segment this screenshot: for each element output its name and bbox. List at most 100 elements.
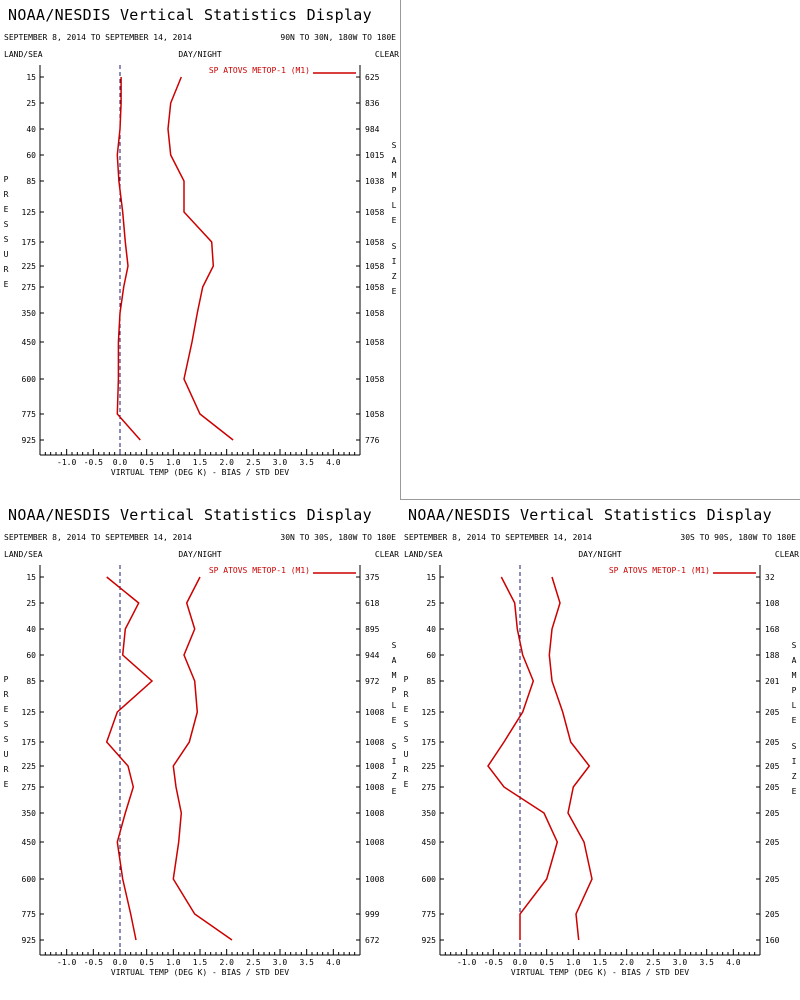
pressure-axis-letter: S [4, 235, 9, 244]
legend-label: SP ATOVS METOP-1 (M1) [609, 566, 710, 575]
x-tick-label: 0.5 [139, 958, 154, 967]
sample-size-label: 1058 [365, 410, 384, 419]
date-range: SEPTEMBER 8, 2014 TO SEPTEMBER 14, 2014 [4, 33, 192, 42]
sample-size-axis-letter: S [392, 141, 397, 150]
sample-size-axis-letter: E [392, 287, 397, 296]
sample-size-label: 1008 [365, 875, 384, 884]
clear-label: CLEAR [775, 550, 799, 559]
pressure-axis-letter: S [4, 720, 9, 729]
pressure-label: 25 [426, 599, 436, 608]
pressure-label: 40 [26, 625, 36, 634]
legend-label: SP ATOVS METOP-1 (M1) [209, 66, 310, 75]
sample-size-axis-letter: E [792, 787, 797, 796]
pressure-label: 225 [422, 762, 437, 771]
sample-size-axis-letter: I [392, 257, 397, 266]
x-tick-label: 3.5 [299, 958, 314, 967]
sample-size-axis-letter: I [792, 757, 797, 766]
pressure-label: 85 [26, 177, 36, 186]
x-tick-label: 3.5 [299, 458, 314, 467]
day-night-label: DAY/NIGHT [178, 550, 222, 559]
land-sea-label: LAND/SEA [4, 550, 43, 559]
legend-label: SP ATOVS METOP-1 (M1) [209, 566, 310, 575]
x-tick-label: 2.0 [219, 458, 234, 467]
sample-size-label: 205 [765, 783, 780, 792]
sample-size-axis-letter: M [792, 671, 797, 680]
sample-size-label: 205 [765, 809, 780, 818]
x-tick-label: 1.5 [193, 958, 208, 967]
sample-size-label: 108 [765, 599, 780, 608]
sample-size-label: 205 [765, 708, 780, 717]
sample-size-label: 972 [365, 677, 380, 686]
bias-series-line [105, 576, 154, 941]
sample-size-label: 1058 [365, 283, 384, 292]
sample-size-label: 1058 [365, 375, 384, 384]
sample-size-label: 1008 [365, 809, 384, 818]
pressure-label: 275 [422, 783, 437, 792]
sample-size-label: 375 [365, 573, 380, 582]
sample-size-axis-letter: Z [792, 772, 797, 781]
sample-size-axis-letter: P [792, 686, 797, 695]
pressure-label: 125 [422, 708, 437, 717]
pressure-axis-letter: U [4, 750, 9, 759]
x-axis-label: VIRTUAL TEMP (DEG K) - BIAS / STD DEV [511, 968, 689, 977]
land-sea-label: LAND/SEA [404, 550, 443, 559]
x-tick-label: -0.5 [484, 958, 503, 967]
sample-size-axis-letter: L [392, 701, 397, 710]
sample-size-axis-letter: P [392, 186, 397, 195]
x-tick-label: 4.0 [726, 958, 741, 967]
chart-panel-north: NOAA/NESDIS Vertical Statistics Display S… [0, 0, 400, 500]
pressure-axis-letter: S [404, 735, 409, 744]
x-tick-label: 0.0 [113, 458, 128, 467]
pressure-label: 775 [422, 910, 437, 919]
chart-title: NOAA/NESDIS Vertical Statistics Display [408, 506, 772, 524]
pressure-axis-letter: S [4, 735, 9, 744]
pressure-label: 450 [422, 838, 437, 847]
x-axis-label: VIRTUAL TEMP (DEG K) - BIAS / STD DEV [111, 968, 289, 977]
day-night-label: DAY/NIGHT [178, 50, 222, 59]
x-tick-label: 0.0 [113, 958, 128, 967]
x-tick-label: 2.5 [646, 958, 661, 967]
chart-title: NOAA/NESDIS Vertical Statistics Display [8, 506, 372, 524]
pressure-label: 775 [22, 910, 37, 919]
pressure-label: 85 [26, 677, 36, 686]
sample-size-label: 1058 [365, 338, 384, 347]
pressure-axis-letter: P [404, 675, 409, 684]
x-tick-label: -0.5 [84, 958, 103, 967]
pressure-axis-letter: P [4, 675, 9, 684]
pressure-label: 600 [22, 375, 37, 384]
region-label: 30N TO 30S, 180W TO 180E [280, 533, 396, 542]
pressure-axis-letter: P [4, 175, 9, 184]
pressure-label: 40 [26, 125, 36, 134]
x-tick-label: 2.5 [246, 458, 261, 467]
chart-panel-south: NOAA/NESDIS Vertical Statistics Display S… [400, 500, 800, 1000]
region-label: 90N TO 30N, 180W TO 180E [280, 33, 396, 42]
day-night-label: DAY/NIGHT [578, 550, 622, 559]
pressure-label: 60 [26, 651, 36, 660]
sample-size-axis-letter: S [392, 641, 397, 650]
pressure-label: 225 [22, 762, 37, 771]
pressure-label: 925 [22, 436, 37, 445]
pressure-label: 925 [422, 936, 437, 945]
pressure-axis-letter: E [4, 780, 9, 789]
x-tick-label: 1.5 [593, 958, 608, 967]
sample-size-axis-letter: S [392, 742, 397, 751]
date-range: SEPTEMBER 8, 2014 TO SEPTEMBER 14, 2014 [4, 533, 192, 542]
pressure-label: 450 [22, 838, 37, 847]
sample-size-axis-letter: S [792, 641, 797, 650]
x-tick-label: 3.5 [699, 958, 714, 967]
sample-size-axis-letter: E [392, 216, 397, 225]
pressure-axis-letter: S [4, 220, 9, 229]
x-axis-label: VIRTUAL TEMP (DEG K) - BIAS / STD DEV [111, 468, 289, 477]
pressure-label: 350 [22, 309, 37, 318]
pressure-axis-letter: E [4, 705, 9, 714]
pressure-axis-letter: U [4, 250, 9, 259]
sample-size-label: 201 [765, 677, 780, 686]
sample-size-label: 1058 [365, 208, 384, 217]
sample-size-axis-letter: A [392, 656, 397, 665]
pressure-label: 450 [22, 338, 37, 347]
pressure-label: 225 [22, 262, 37, 271]
sample-size-axis-letter: Z [392, 272, 397, 281]
pressure-label: 925 [22, 936, 37, 945]
